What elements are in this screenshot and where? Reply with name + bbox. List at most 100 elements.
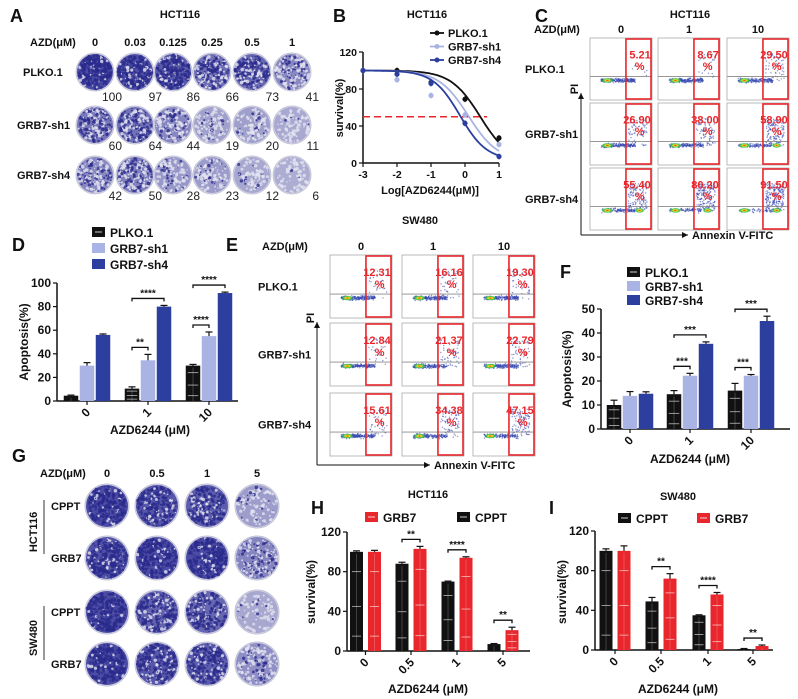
colony-speck [83, 111, 85, 114]
colony-speck [293, 62, 296, 65]
colony-speck [95, 109, 99, 113]
colony-speck [205, 86, 208, 89]
colony-speck [293, 167, 297, 171]
colony-speck [262, 75, 265, 78]
colony-speck [298, 173, 301, 176]
colony-speck [144, 175, 147, 177]
colony-speck [166, 130, 168, 133]
colony-speck [249, 65, 254, 69]
colony-speck [282, 66, 286, 69]
event-dot [767, 81, 770, 83]
colony-speck [99, 111, 103, 114]
colony-speck [293, 84, 297, 88]
colony-speck [175, 72, 179, 76]
data-point [462, 112, 468, 118]
colony-speck [219, 163, 222, 165]
colony-speck [166, 64, 170, 67]
colony-speck [301, 58, 304, 61]
event-dot [630, 207, 633, 209]
colony-speck [300, 80, 303, 83]
colony-speck [244, 160, 248, 164]
event-dot [618, 80, 621, 82]
colony-speck [277, 128, 280, 131]
colony-speck [304, 70, 307, 73]
event-dot [778, 79, 780, 82]
colony-speck [129, 172, 132, 175]
data-point [462, 120, 468, 126]
colony-speck [253, 64, 256, 67]
colony-speck [99, 179, 101, 182]
colony-speck [278, 63, 281, 66]
colony-speck [173, 157, 175, 160]
colony-speck [137, 112, 140, 114]
colony-speck [146, 182, 150, 186]
colony-speck [135, 133, 138, 135]
colony-speck [145, 62, 148, 65]
colony-speck [200, 133, 203, 136]
colony-speck [205, 57, 208, 60]
colony-speck [100, 59, 104, 64]
event-dot [700, 142, 702, 144]
y-tick-label: 80 [345, 84, 357, 96]
colony-speck [171, 73, 175, 77]
colony-speck [204, 168, 207, 171]
colony-speck [213, 121, 215, 124]
colony-speck [99, 75, 102, 78]
colony-speck [214, 162, 216, 164]
colony-speck [298, 72, 301, 75]
colony-speck [158, 134, 162, 137]
colony-well [115, 52, 155, 92]
colony-speck [77, 71, 81, 75]
population-core [669, 77, 682, 83]
event-dot [614, 207, 616, 209]
event-dot [683, 79, 686, 81]
event-dot [698, 81, 700, 83]
colony-speck [138, 60, 140, 62]
panel-label-i: I [549, 498, 554, 518]
event-dot [628, 128, 630, 130]
event-dot [645, 204, 647, 206]
colony-speck [164, 82, 168, 87]
colony-speck [244, 71, 246, 73]
event-dot [631, 191, 633, 194]
colony-speck [245, 68, 249, 72]
colony-speck [89, 73, 92, 76]
colony-speck [183, 136, 186, 139]
event-dot [685, 80, 688, 82]
colony-speck [206, 65, 209, 68]
colony-speck [300, 73, 303, 76]
colony-speck [249, 188, 253, 192]
colony-speck [288, 175, 292, 178]
colony-speck [137, 65, 141, 69]
colony-speck [206, 74, 210, 78]
colony-speck [166, 176, 169, 180]
event-dot [755, 143, 757, 145]
colony-speck [91, 64, 93, 66]
colony-speck [109, 119, 111, 121]
event-dot [631, 79, 633, 81]
colony-speck [128, 71, 132, 74]
event-dot [713, 132, 715, 134]
dose-header: 0.125 [159, 37, 187, 49]
colony-speck [194, 67, 197, 71]
colony-speck [119, 67, 122, 69]
colony-speck [288, 55, 291, 58]
colony-speck [142, 82, 144, 84]
colony-speck [121, 175, 123, 178]
event-dot [763, 144, 765, 146]
population-core [738, 77, 751, 83]
colony-speck [127, 57, 130, 60]
colony-speck [125, 169, 127, 172]
colony-speck [256, 129, 259, 132]
colony-speck [170, 175, 173, 178]
colony-speck [129, 182, 133, 187]
colony-speck [211, 123, 214, 126]
colony-speck [249, 60, 252, 63]
colony-speck [142, 77, 145, 80]
flow-plot: 26.90% [589, 102, 653, 166]
colony-speck [103, 181, 105, 184]
colony-speck [158, 112, 162, 117]
colony-speck [184, 77, 188, 81]
event-dot [737, 77, 739, 80]
